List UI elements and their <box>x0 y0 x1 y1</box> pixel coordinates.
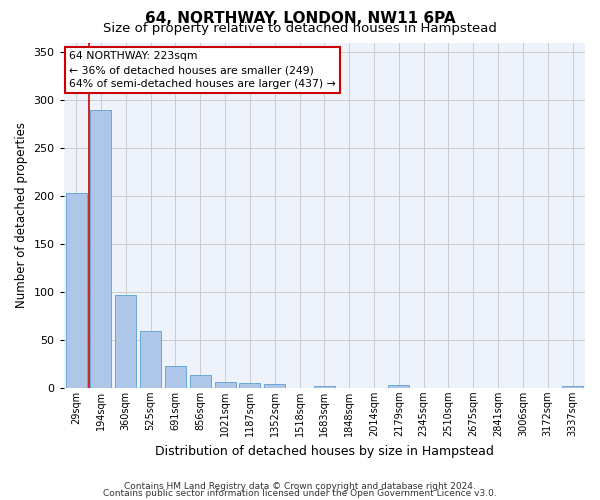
Text: Contains HM Land Registry data © Crown copyright and database right 2024.: Contains HM Land Registry data © Crown c… <box>124 482 476 491</box>
Text: Size of property relative to detached houses in Hampstead: Size of property relative to detached ho… <box>103 22 497 35</box>
Text: 64 NORTHWAY: 223sqm
← 36% of detached houses are smaller (249)
64% of semi-detac: 64 NORTHWAY: 223sqm ← 36% of detached ho… <box>69 51 335 89</box>
Bar <box>562 386 583 388</box>
Bar <box>115 294 136 388</box>
Bar <box>140 331 161 388</box>
Y-axis label: Number of detached properties: Number of detached properties <box>15 122 28 308</box>
Bar <box>239 383 260 388</box>
Bar <box>264 384 285 388</box>
Text: 64, NORTHWAY, LONDON, NW11 6PA: 64, NORTHWAY, LONDON, NW11 6PA <box>145 11 455 26</box>
X-axis label: Distribution of detached houses by size in Hampstead: Distribution of detached houses by size … <box>155 444 494 458</box>
Bar <box>215 382 236 388</box>
Bar <box>190 376 211 388</box>
Text: Contains public sector information licensed under the Open Government Licence v3: Contains public sector information licen… <box>103 489 497 498</box>
Bar <box>388 385 409 388</box>
Bar <box>314 386 335 388</box>
Bar <box>65 193 86 388</box>
Bar <box>91 110 112 388</box>
Bar <box>165 366 186 388</box>
